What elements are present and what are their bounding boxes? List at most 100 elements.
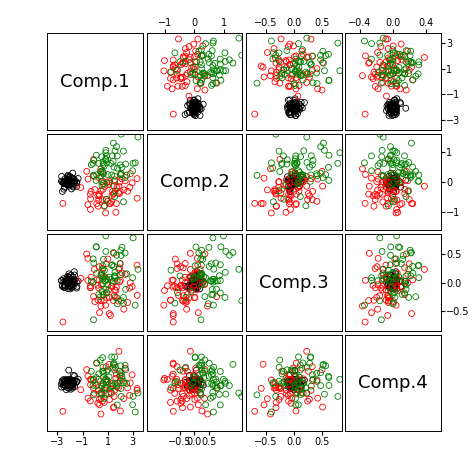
- Point: [213, 285, 220, 293]
- Point: [172, 377, 179, 385]
- Point: [292, 191, 300, 198]
- Point: [109, 249, 117, 256]
- Point: [199, 379, 207, 387]
- Point: [92, 177, 100, 184]
- Point: [397, 40, 405, 48]
- Point: [167, 68, 175, 76]
- Point: [392, 109, 400, 116]
- Point: [290, 106, 297, 114]
- Point: [205, 244, 213, 251]
- Point: [62, 178, 69, 185]
- Point: [313, 65, 321, 73]
- Point: [70, 281, 77, 289]
- Point: [194, 95, 202, 102]
- Point: [392, 274, 399, 282]
- Point: [164, 82, 171, 90]
- Point: [58, 383, 65, 391]
- Point: [205, 59, 213, 66]
- Point: [109, 382, 117, 390]
- Point: [191, 278, 199, 286]
- Point: [387, 152, 394, 159]
- Point: [388, 180, 396, 187]
- Point: [409, 276, 417, 284]
- Point: [294, 109, 301, 117]
- Point: [128, 371, 136, 379]
- Point: [108, 198, 115, 206]
- Point: [196, 285, 203, 293]
- Point: [100, 273, 107, 281]
- Point: [390, 275, 397, 283]
- Point: [304, 70, 311, 78]
- Point: [276, 356, 283, 364]
- Point: [64, 277, 71, 284]
- Point: [118, 130, 125, 138]
- Point: [64, 175, 71, 183]
- Point: [103, 159, 110, 166]
- Point: [291, 97, 299, 104]
- Point: [268, 408, 275, 416]
- Point: [267, 376, 275, 384]
- Point: [190, 102, 197, 109]
- Point: [278, 367, 286, 375]
- Point: [64, 382, 72, 390]
- Point: [211, 59, 219, 67]
- Point: [284, 177, 292, 184]
- Point: [63, 178, 71, 186]
- Point: [77, 274, 84, 282]
- Point: [86, 191, 94, 198]
- Point: [389, 270, 396, 277]
- Point: [105, 373, 113, 381]
- Point: [390, 298, 397, 305]
- Point: [118, 375, 126, 383]
- Point: [389, 112, 396, 119]
- Point: [190, 379, 197, 386]
- Point: [191, 378, 198, 385]
- Point: [396, 178, 404, 186]
- Point: [189, 377, 196, 385]
- Point: [407, 58, 415, 65]
- Point: [391, 175, 399, 182]
- Point: [169, 310, 177, 318]
- Point: [83, 250, 91, 258]
- Point: [168, 276, 176, 284]
- Point: [182, 383, 190, 390]
- Point: [303, 347, 310, 355]
- Point: [292, 106, 300, 113]
- Point: [120, 305, 128, 313]
- Point: [293, 103, 301, 110]
- Point: [194, 35, 201, 43]
- Point: [194, 380, 202, 387]
- Point: [384, 202, 392, 210]
- Point: [71, 383, 79, 391]
- Point: [384, 52, 392, 59]
- Point: [260, 174, 268, 182]
- Point: [99, 178, 107, 185]
- Point: [109, 188, 117, 195]
- Point: [133, 194, 141, 202]
- Point: [219, 67, 227, 74]
- Point: [64, 377, 71, 385]
- Point: [58, 277, 65, 284]
- Point: [392, 99, 399, 107]
- Point: [110, 392, 118, 400]
- Point: [191, 99, 199, 106]
- Point: [280, 66, 288, 74]
- Point: [291, 382, 298, 390]
- Point: [199, 42, 207, 50]
- Point: [296, 169, 303, 176]
- Point: [389, 147, 397, 155]
- Point: [377, 43, 385, 50]
- Point: [64, 275, 72, 283]
- Point: [298, 47, 306, 55]
- Point: [285, 56, 293, 64]
- Point: [107, 384, 114, 392]
- Point: [388, 109, 395, 117]
- Point: [379, 198, 387, 206]
- Point: [401, 70, 409, 77]
- Point: [102, 260, 110, 268]
- Point: [382, 68, 390, 75]
- Point: [185, 392, 193, 399]
- Point: [191, 278, 199, 285]
- Point: [393, 74, 401, 82]
- Point: [401, 291, 409, 298]
